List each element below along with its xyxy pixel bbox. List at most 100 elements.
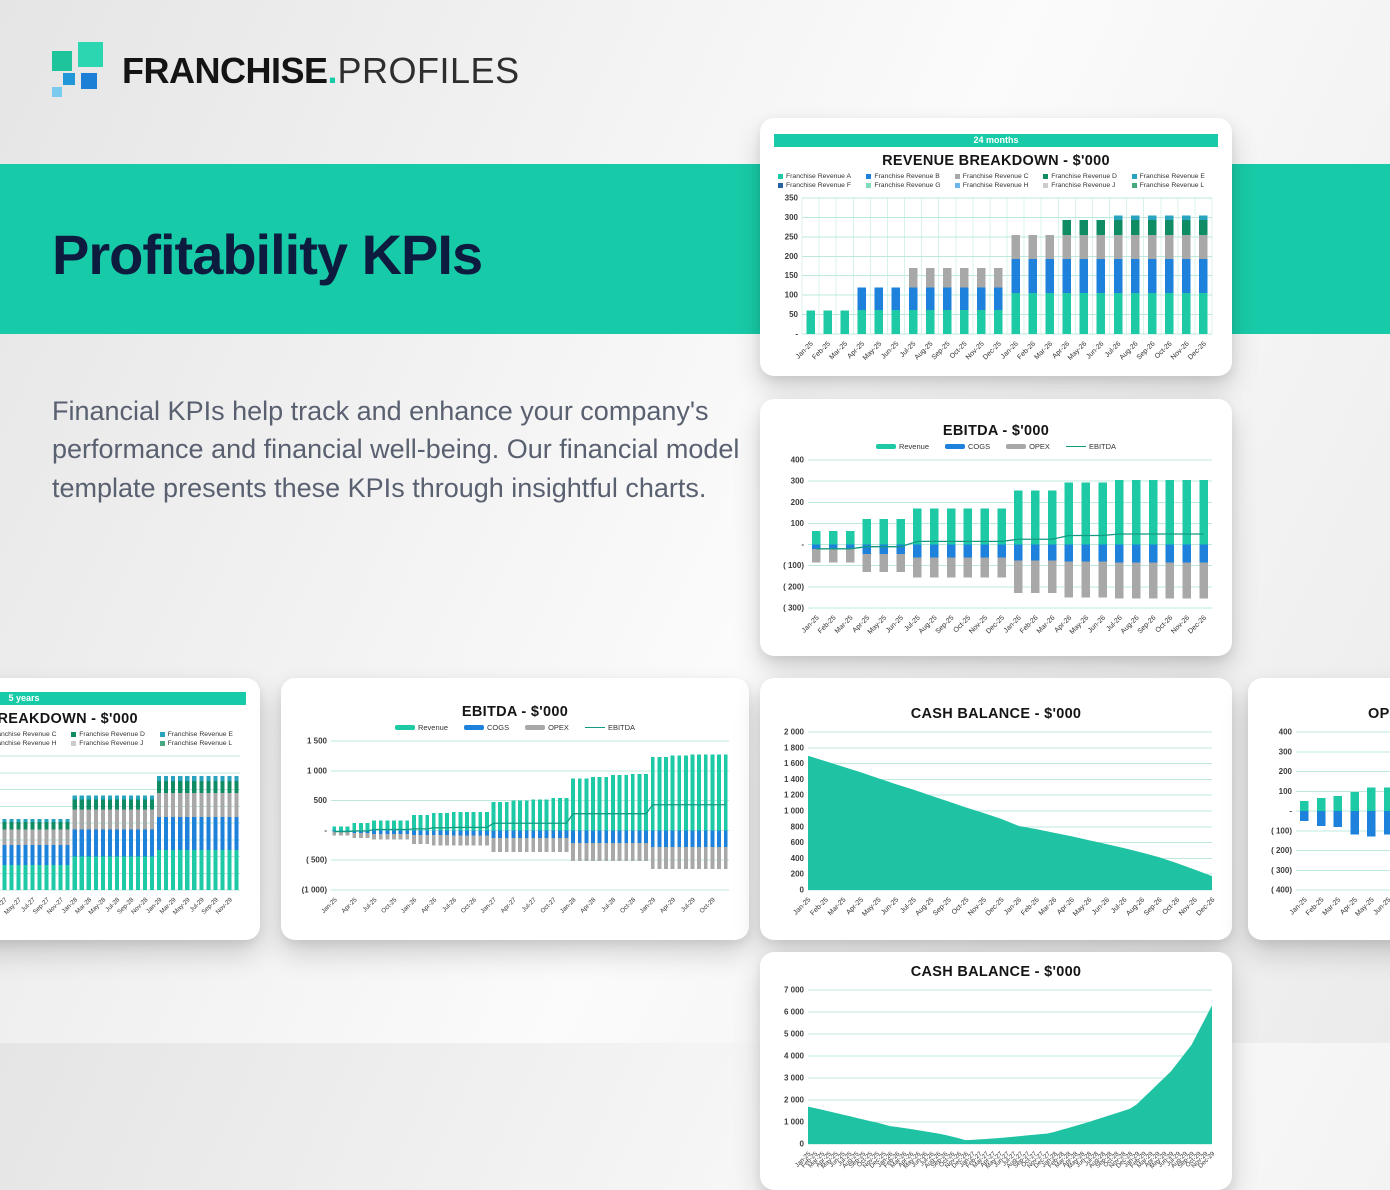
- legend-label: Franchise Revenue B: [874, 173, 940, 180]
- legend-label: EBITDA: [607, 723, 636, 732]
- legend-label: Franchise Revenue D: [79, 731, 145, 738]
- svg-text:1 800: 1 800: [784, 743, 805, 752]
- chart-card-revenue-breakdown-24m: 24 months REVENUE BREAKDOWN - $'000 Fran…: [760, 118, 1232, 376]
- svg-text:100: 100: [785, 291, 799, 300]
- legend-item: Franchise Revenue J: [71, 740, 153, 747]
- svg-text:50: 50: [789, 310, 798, 319]
- svg-text:Mar-25: Mar-25: [834, 614, 855, 635]
- legend-item: Franchise Revenue L: [159, 740, 242, 747]
- svg-text:Feb-26: Feb-26: [1020, 896, 1041, 917]
- logo-square: [63, 73, 75, 85]
- svg-text:100: 100: [791, 519, 805, 528]
- svg-text:Jan-25: Jan-25: [320, 896, 339, 915]
- legend-item: Franchise Revenue B: [866, 173, 948, 180]
- legend-swatch: [584, 727, 605, 728]
- svg-text:May-26: May-26: [1069, 614, 1091, 636]
- svg-text:Dec-25: Dec-25: [985, 614, 1006, 635]
- svg-text:Apr-27: Apr-27: [500, 896, 519, 915]
- svg-text:Dec-25: Dec-25: [982, 340, 1003, 361]
- svg-text:1 000: 1 000: [784, 807, 805, 816]
- chart-plot: 400 300 200 100-( 100)( 200)( 300) Jan-25 Feb…: [772, 455, 1220, 648]
- svg-text:300: 300: [785, 213, 799, 222]
- legend-label: Revenue: [898, 442, 929, 451]
- legend-item: Franchise Revenue C: [0, 731, 65, 738]
- legend-item: Franchise Revenue D: [71, 731, 153, 738]
- legend-item: Franchise Revenue E: [1131, 173, 1214, 180]
- svg-text:( 300): ( 300): [783, 604, 804, 613]
- chart-title: REVENUE BREAKDOWN - $'000: [882, 153, 1110, 169]
- logo-square: [52, 51, 72, 71]
- svg-text:Apr-28: Apr-28: [579, 896, 598, 915]
- svg-text:3 000: 3 000: [784, 1074, 805, 1083]
- svg-text:Sep-25: Sep-25: [935, 614, 956, 635]
- svg-text:400: 400: [791, 854, 805, 863]
- legend-item: COGS: [945, 442, 990, 451]
- brand-name-bold: FRANCHISE: [122, 50, 328, 91]
- legend-label: Franchise Revenue L: [1139, 182, 1205, 189]
- svg-text:400: 400: [1279, 728, 1293, 737]
- legend-item: Revenue: [394, 723, 448, 732]
- legend-swatch: [778, 174, 783, 179]
- legend-item: Franchise Revenue D: [1043, 173, 1125, 180]
- svg-text:6 000: 6 000: [784, 1008, 805, 1017]
- svg-text:Sep-25: Sep-25: [931, 340, 952, 361]
- svg-text:Oct-29: Oct-29: [699, 896, 718, 915]
- legend-swatch: [159, 741, 165, 746]
- svg-text:( 400): ( 400): [1271, 886, 1292, 895]
- chart-title: REVENUE BREAKDOWN - $'000: [0, 711, 138, 727]
- svg-text:May-25: May-25: [1354, 896, 1376, 918]
- svg-text:7 000: 7 000: [784, 986, 805, 995]
- svg-text:200: 200: [1279, 767, 1293, 776]
- chart-legend: Revenue COGS OPEX EBITDA: [293, 723, 737, 732]
- legend-item: Franchise Revenue L: [1131, 182, 1214, 189]
- legend-swatch: [954, 183, 960, 188]
- legend-label: COGS: [968, 442, 991, 451]
- svg-text:350: 350: [785, 194, 799, 203]
- chart-card-revenue-breakdown-5y: 5 years REVENUE BREAKDOWN - $'000 Franch…: [0, 678, 260, 940]
- svg-text:May-25: May-25: [867, 614, 889, 636]
- svg-text:Jun-26: Jun-26: [1087, 614, 1107, 634]
- legend-item: Franchise Revenue G: [866, 182, 948, 189]
- chart-canvas: Jan-25Mar-25May-25Jul-25Sep-25Nov-25Jan-…: [0, 755, 240, 916]
- legend-label: OPEX: [548, 723, 569, 732]
- legend-label: Franchise Revenue E: [167, 731, 233, 738]
- svg-text:Jan-29: Jan-29: [639, 896, 658, 915]
- svg-text:( 100): ( 100): [783, 561, 804, 570]
- legend-swatch: [159, 732, 165, 737]
- legend-item: COGS: [464, 723, 509, 732]
- legend-label: Franchise Revenue J: [1051, 182, 1116, 189]
- chart-title: EBITDA - $'000: [461, 704, 569, 720]
- svg-text:Mar-25: Mar-25: [827, 896, 848, 917]
- svg-text:Oct-27: Oct-27: [539, 896, 558, 915]
- svg-text:0: 0: [800, 1140, 805, 1149]
- svg-text:Jun-25: Jun-25: [1372, 896, 1390, 916]
- svg-text:1 600: 1 600: [784, 759, 805, 768]
- svg-text:( 100): ( 100): [1271, 826, 1292, 835]
- logo-square: [78, 42, 103, 67]
- svg-text:Oct-28: Oct-28: [619, 896, 638, 915]
- legend-swatch: [71, 732, 77, 737]
- legend-swatch: [875, 444, 896, 449]
- chart-canvas: 35030025020015010050-Jan-25Feb-25Mar-25A…: [785, 194, 1213, 362]
- legend-item: Franchise Revenue J: [1043, 182, 1125, 189]
- legend-label: EBITDA: [1088, 442, 1117, 451]
- legend-label: Franchise Revenue F: [786, 182, 851, 189]
- svg-text:Feb-25: Feb-25: [809, 896, 830, 917]
- svg-text:500: 500: [314, 796, 328, 805]
- legend-label: Franchise Revenue L: [167, 740, 233, 747]
- legend-swatch: [1043, 183, 1049, 188]
- svg-text:May-25: May-25: [862, 340, 884, 362]
- legend-swatch: [866, 174, 872, 179]
- page-title: Profitability KPIs: [52, 223, 483, 286]
- svg-text:Nov-29: Nov-29: [215, 896, 235, 916]
- chart-card-ebitda-5y: EBITDA - $'000 Revenue COGS OPEX EBITDA 1 5…: [281, 678, 749, 940]
- svg-text:( 300): ( 300): [1271, 866, 1292, 875]
- svg-text:Jun-25: Jun-25: [885, 614, 905, 634]
- svg-text:0: 0: [800, 886, 805, 895]
- svg-text:Jul-28: Jul-28: [600, 896, 617, 913]
- svg-text:Mar-26: Mar-26: [1036, 614, 1057, 635]
- chart-plot: Jan-25Mar-25May-25Jul-25Sep-25Nov-25Jan-…: [0, 751, 248, 932]
